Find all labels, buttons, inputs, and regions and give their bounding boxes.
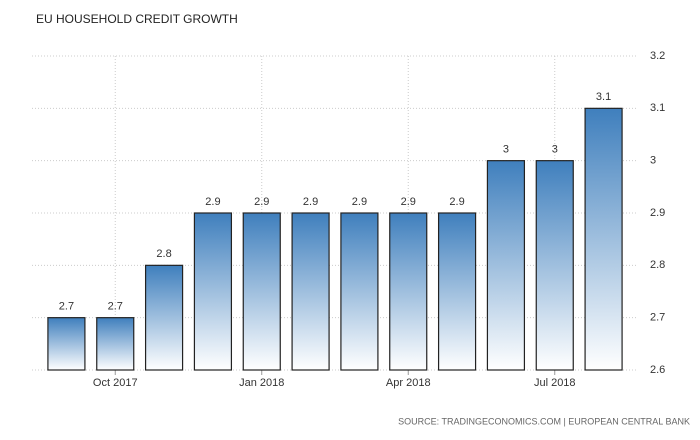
y-tick-label: 2.6 bbox=[650, 364, 665, 376]
data-label: 2.9 bbox=[303, 196, 318, 208]
data-label: 2.7 bbox=[59, 301, 74, 313]
data-label: 2.7 bbox=[108, 301, 123, 313]
y-tick-label: 2.9 bbox=[650, 207, 665, 219]
bar bbox=[340, 212, 379, 371]
data-label: 3 bbox=[503, 144, 509, 156]
data-label: 2.9 bbox=[401, 196, 416, 208]
y-tick-label: 3 bbox=[650, 155, 656, 167]
bar bbox=[193, 212, 233, 371]
bar bbox=[291, 212, 330, 371]
bar bbox=[437, 212, 477, 371]
data-label: 2.9 bbox=[352, 196, 367, 208]
chart-title: EU HOUSEHOLD CREDIT GROWTH bbox=[36, 12, 238, 26]
bar bbox=[389, 212, 428, 371]
data-label: 3 bbox=[552, 144, 558, 156]
bar bbox=[47, 317, 86, 371]
bar bbox=[144, 264, 184, 371]
x-tick-label: Jan 2018 bbox=[239, 377, 284, 389]
data-label: 2.9 bbox=[254, 196, 269, 208]
source: SOURCE: TRADINGECONOMICS.COM | EUROPEAN … bbox=[398, 416, 690, 426]
y-tick-label: 2.8 bbox=[650, 259, 665, 271]
y-tick-label: 2.7 bbox=[650, 312, 665, 324]
y-tick-label: 3.1 bbox=[650, 102, 665, 114]
data-label: 2.9 bbox=[449, 196, 464, 208]
bar bbox=[535, 160, 574, 371]
bar bbox=[242, 212, 281, 371]
bar bbox=[486, 160, 526, 371]
x-tick-label: Apr 2018 bbox=[386, 377, 431, 389]
x-tick-label: Jul 2018 bbox=[534, 377, 576, 389]
data-label: 2.8 bbox=[156, 248, 171, 260]
bar bbox=[584, 107, 623, 371]
data-label: 3.1 bbox=[596, 91, 611, 103]
data-label: 2.9 bbox=[205, 196, 220, 208]
x-tick-label: Oct 2017 bbox=[93, 377, 138, 389]
bar bbox=[96, 317, 135, 371]
y-tick-label: 3.2 bbox=[650, 50, 665, 62]
